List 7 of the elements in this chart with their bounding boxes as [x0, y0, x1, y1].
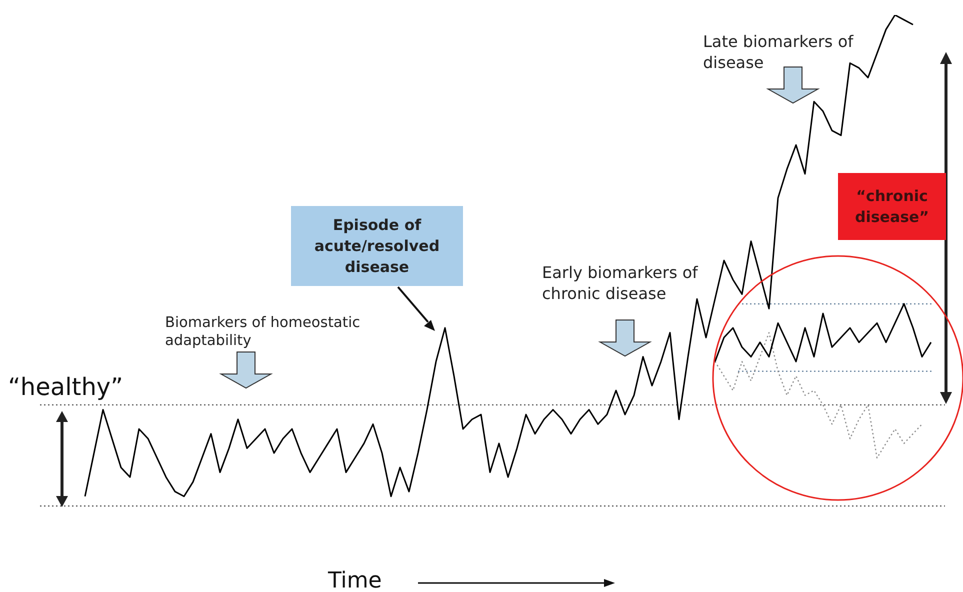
annotation: Early biomarkers of chronic disease	[542, 262, 699, 304]
annotation: Late biomarkers of disease	[703, 31, 854, 73]
annotation: Biomarkers of homeostatic adaptability	[165, 314, 362, 350]
ref-line-label: “healthy”	[8, 373, 124, 402]
x-axis-title: Time	[327, 568, 382, 592]
annotation: Episode of acute/resolved disease	[291, 206, 463, 286]
annotation: “chronic disease”	[838, 173, 946, 240]
